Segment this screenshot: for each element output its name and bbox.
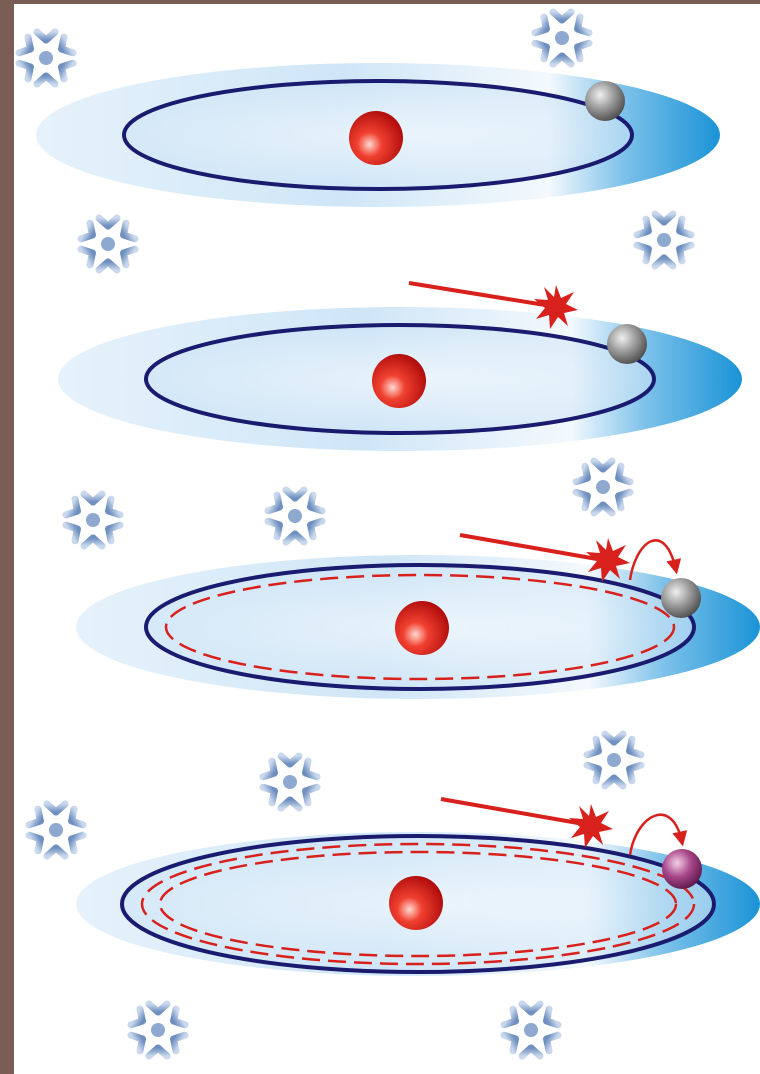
nucleus — [372, 354, 426, 408]
nucleus — [389, 876, 443, 930]
ground-orbit — [122, 79, 634, 191]
electron — [607, 324, 647, 364]
panel-2 — [58, 281, 742, 451]
laser-beam — [459, 533, 598, 561]
nucleus — [349, 111, 403, 165]
excited-orbit-dashed — [164, 573, 676, 681]
ground-orbit — [144, 323, 656, 435]
panel-1 — [36, 63, 720, 207]
electron-excited — [662, 849, 702, 889]
panel-4 — [76, 797, 760, 976]
excitation-arrow — [628, 539, 682, 581]
ground-orbit — [144, 563, 696, 691]
panel-3 — [76, 533, 760, 699]
ground-orbit — [120, 834, 716, 974]
electron — [585, 81, 625, 121]
excitation-arrow — [628, 813, 688, 856]
electron — [661, 578, 701, 618]
laser-beam — [408, 281, 546, 307]
nucleus — [395, 601, 449, 655]
excited-orbit-dashed-1 — [140, 842, 696, 966]
laser-beam — [440, 797, 579, 825]
excited-orbit-dashed-2 — [158, 850, 678, 958]
